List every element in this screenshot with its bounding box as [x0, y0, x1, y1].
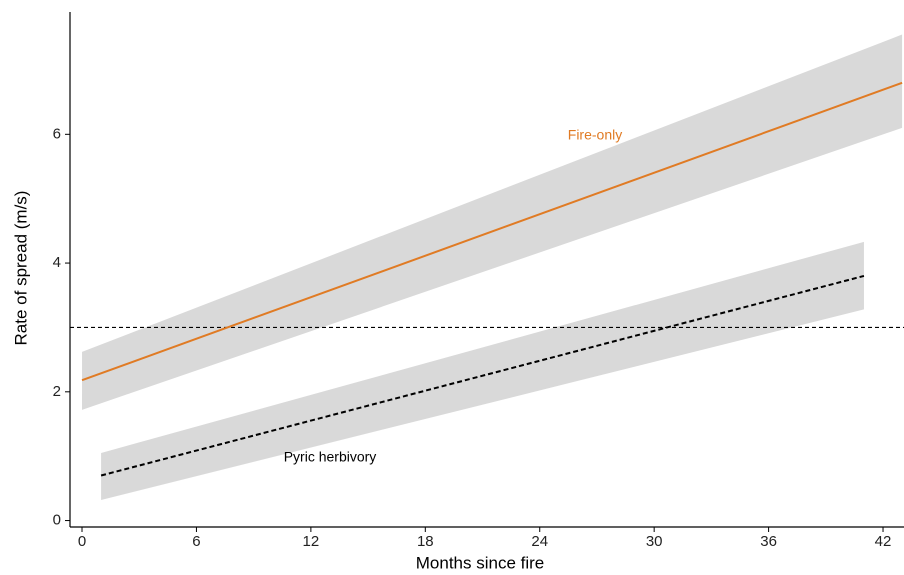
x-tick-label: 18 — [417, 533, 434, 550]
y-axis-label: Rate of spread (m/s) — [11, 191, 30, 346]
series-line — [81, 81, 903, 382]
confidence-band — [101, 241, 864, 500]
y-tick-label: 6 — [53, 125, 61, 142]
x-tick-label: 30 — [646, 533, 663, 550]
y-tick-label: 0 — [53, 512, 61, 529]
x-tick-label: 24 — [531, 533, 548, 550]
x-tick-label: 36 — [760, 533, 777, 550]
x-tick-label: 6 — [192, 533, 200, 550]
x-tick-label: 12 — [303, 533, 320, 550]
x-tick-label: 0 — [78, 533, 86, 550]
series-label: Pyric herbivory — [284, 449, 377, 465]
y-tick-label: 4 — [53, 254, 61, 271]
series-line — [100, 274, 865, 477]
y-tick-label: 2 — [53, 383, 61, 400]
x-tick-label: 42 — [875, 533, 892, 550]
x-axis-label: Months since fire — [416, 553, 545, 572]
series-label: Fire-only — [568, 127, 622, 143]
confidence-band — [82, 34, 903, 410]
